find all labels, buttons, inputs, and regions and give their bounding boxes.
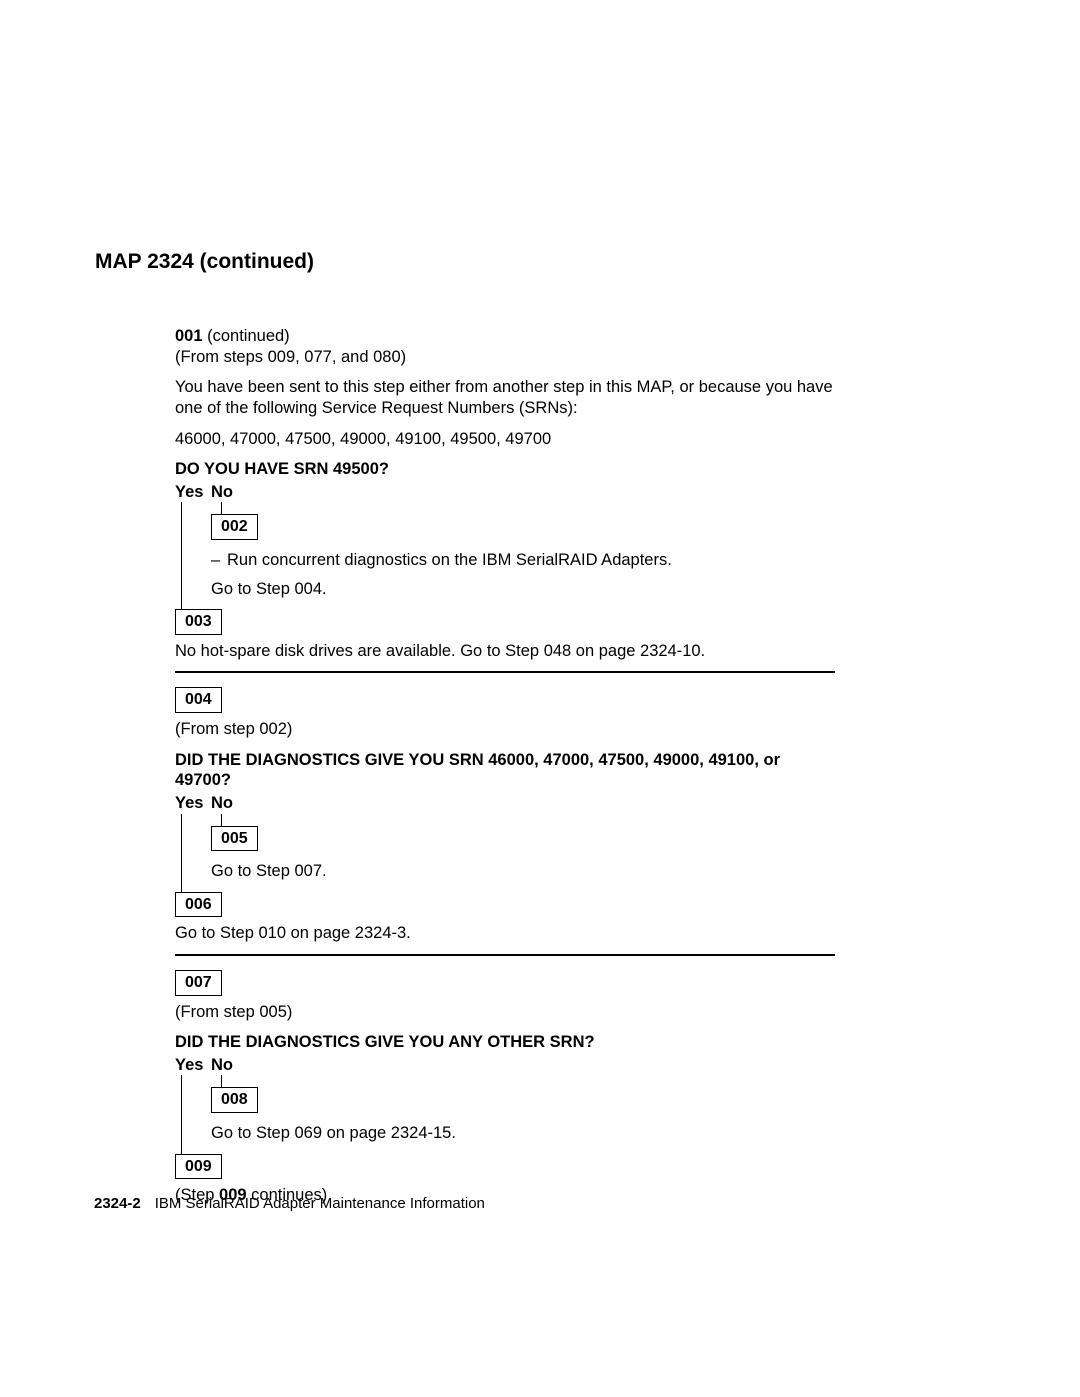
step-002-goto: Go to Step 004. xyxy=(211,579,835,600)
intro-paragraph: You have been sent to this step either f… xyxy=(175,377,835,418)
no-branch-2: 005 Go to Step 007. xyxy=(211,814,835,882)
decision-tree-1: 002 – Run concurrent diagnostics on the … xyxy=(175,502,835,634)
decision-tree-2: 005 Go to Step 007. 006 xyxy=(175,814,835,918)
yes-branch-3: 009 xyxy=(175,1154,835,1180)
step-007-section: 007 xyxy=(175,970,835,996)
yes-no-header-3: YesNo xyxy=(175,1055,835,1076)
yes-label: Yes xyxy=(175,793,211,814)
page-title: MAP 2324 (continued) xyxy=(95,250,965,274)
step-001-header: 001 (continued) (From steps 009, 077, an… xyxy=(175,326,835,367)
footer-page-number: 2324-2 xyxy=(94,1195,141,1212)
step-box-006: 006 xyxy=(175,892,222,918)
step-003-text: No hot-spare disk drives are available. … xyxy=(175,641,835,662)
divider xyxy=(175,671,835,673)
question-3: DID THE DIAGNOSTICS GIVE YOU ANY OTHER S… xyxy=(175,1032,835,1053)
step-box-003: 003 xyxy=(175,609,222,635)
no-label: No xyxy=(211,1055,233,1076)
yes-no-header-1: YesNo xyxy=(175,482,835,503)
step-box-005: 005 xyxy=(211,826,258,852)
yes-label: Yes xyxy=(175,1055,211,1076)
yes-label: Yes xyxy=(175,482,211,503)
step-002-bullet: – Run concurrent diagnostics on the IBM … xyxy=(211,550,835,571)
page-footer: 2324-2 IBM SerialRAID Adapter Maintenance… xyxy=(94,1195,485,1212)
question-1: DO YOU HAVE SRN 49500? xyxy=(175,459,835,480)
step-001-number: 001 xyxy=(175,327,203,345)
footer-doc-title: IBM SerialRAID Adapter Maintenance Infor… xyxy=(155,1195,485,1212)
content-area: 001 (continued) (From steps 009, 077, an… xyxy=(175,326,835,1206)
step-002-bullet-text: Run concurrent diagnostics on the IBM Se… xyxy=(227,550,672,571)
step-box-002: 002 xyxy=(211,514,258,540)
step-005-goto: Go to Step 007. xyxy=(211,861,835,882)
step-box-004: 004 xyxy=(175,687,222,713)
step-001-from: (From steps 009, 077, and 080) xyxy=(175,348,406,366)
yes-branch-2: 006 xyxy=(175,892,835,918)
no-label: No xyxy=(211,793,233,814)
step-box-009: 009 xyxy=(175,1154,222,1180)
step-004-from: (From step 002) xyxy=(175,719,835,740)
step-box-007: 007 xyxy=(175,970,222,996)
decision-tree-3: 008 Go to Step 069 on page 2324-15. 009 xyxy=(175,1075,835,1179)
step-008-goto: Go to Step 069 on page 2324-15. xyxy=(211,1123,835,1144)
step-007-from: (From step 005) xyxy=(175,1002,835,1023)
no-branch-1: 002 – Run concurrent diagnostics on the … xyxy=(211,502,835,599)
step-004-section: 004 xyxy=(175,687,835,713)
yes-branch-1: 003 xyxy=(175,609,835,635)
yes-no-header-2: YesNo xyxy=(175,793,835,814)
step-001-continued: (continued) xyxy=(203,327,290,345)
divider xyxy=(175,954,835,956)
question-2: DID THE DIAGNOSTICS GIVE YOU SRN 46000, … xyxy=(175,750,835,791)
srn-list: 46000, 47000, 47500, 49000, 49100, 49500… xyxy=(175,429,835,450)
no-branch-3: 008 Go to Step 069 on page 2324-15. xyxy=(211,1075,835,1143)
no-label: No xyxy=(211,482,233,503)
step-006-text: Go to Step 010 on page 2324-3. xyxy=(175,923,835,944)
step-box-008: 008 xyxy=(211,1087,258,1113)
